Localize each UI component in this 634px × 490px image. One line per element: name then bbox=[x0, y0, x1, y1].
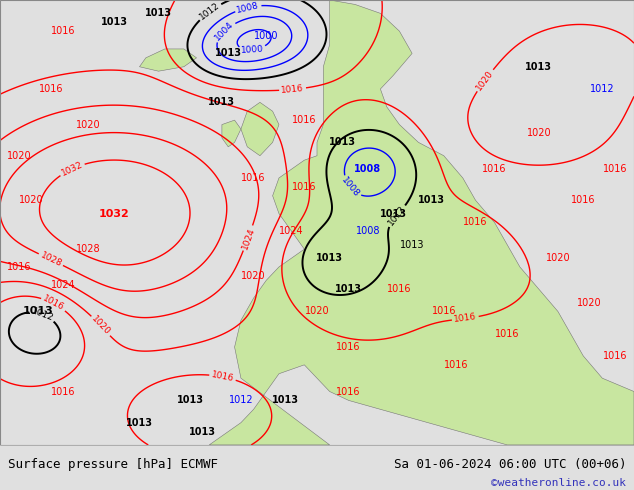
Text: 1008: 1008 bbox=[356, 226, 380, 236]
Text: 1013: 1013 bbox=[329, 137, 356, 147]
Text: 1016: 1016 bbox=[242, 173, 266, 183]
Text: 1028: 1028 bbox=[77, 244, 101, 254]
Text: 1020: 1020 bbox=[578, 297, 602, 308]
Text: 1012: 1012 bbox=[229, 395, 253, 405]
Text: 1016: 1016 bbox=[41, 294, 66, 313]
Text: 1016: 1016 bbox=[453, 313, 477, 324]
Polygon shape bbox=[222, 120, 241, 147]
Text: 1016: 1016 bbox=[444, 360, 469, 370]
Text: 1013: 1013 bbox=[526, 62, 552, 72]
Text: 1013: 1013 bbox=[316, 253, 343, 263]
Text: 1020: 1020 bbox=[475, 69, 495, 92]
Text: 1008: 1008 bbox=[354, 164, 381, 174]
Text: 1013: 1013 bbox=[190, 427, 216, 437]
Text: 1020: 1020 bbox=[7, 151, 31, 161]
Text: 1004: 1004 bbox=[213, 20, 236, 43]
Text: 1020: 1020 bbox=[305, 306, 329, 317]
Text: Surface pressure [hPa] ECMWF: Surface pressure [hPa] ECMWF bbox=[8, 459, 217, 471]
Text: 1020: 1020 bbox=[242, 271, 266, 281]
Text: 1008: 1008 bbox=[339, 176, 361, 199]
Text: 1000: 1000 bbox=[240, 45, 264, 55]
Text: 1012: 1012 bbox=[386, 204, 407, 227]
Text: 1016: 1016 bbox=[39, 84, 63, 94]
Text: 1016: 1016 bbox=[463, 218, 488, 227]
Text: 1016: 1016 bbox=[482, 164, 507, 174]
Text: 1013: 1013 bbox=[126, 417, 153, 428]
Text: 1032: 1032 bbox=[99, 209, 129, 219]
Text: 1024: 1024 bbox=[240, 226, 256, 250]
Text: 1016: 1016 bbox=[337, 387, 361, 396]
Text: 1016: 1016 bbox=[387, 284, 411, 294]
Polygon shape bbox=[241, 102, 279, 156]
Text: ©weatheronline.co.uk: ©weatheronline.co.uk bbox=[491, 478, 626, 488]
Polygon shape bbox=[139, 49, 197, 71]
Text: 1020: 1020 bbox=[77, 120, 101, 129]
Text: 1008: 1008 bbox=[236, 0, 261, 15]
Text: 1016: 1016 bbox=[337, 342, 361, 352]
Text: 1016: 1016 bbox=[281, 84, 304, 95]
Text: 1013: 1013 bbox=[23, 306, 53, 317]
Polygon shape bbox=[209, 0, 634, 445]
Text: 1013: 1013 bbox=[101, 17, 127, 27]
Text: 1028: 1028 bbox=[39, 250, 63, 269]
Text: 1013: 1013 bbox=[215, 49, 242, 58]
Text: 1013: 1013 bbox=[209, 98, 235, 107]
Text: 1016: 1016 bbox=[7, 262, 31, 272]
Text: 1032: 1032 bbox=[60, 160, 84, 178]
Text: 1024: 1024 bbox=[51, 280, 75, 290]
Text: 1020: 1020 bbox=[527, 128, 551, 139]
Text: 1020: 1020 bbox=[89, 315, 112, 337]
Text: 1016: 1016 bbox=[51, 26, 75, 36]
Text: 1012: 1012 bbox=[198, 1, 222, 22]
Text: 1013: 1013 bbox=[145, 8, 172, 18]
Text: 1016: 1016 bbox=[51, 387, 75, 396]
Text: 1013: 1013 bbox=[272, 395, 299, 405]
Text: 1020: 1020 bbox=[546, 253, 570, 263]
Text: 1000: 1000 bbox=[254, 30, 278, 41]
Text: 1012: 1012 bbox=[590, 84, 614, 94]
Text: 1013: 1013 bbox=[418, 195, 444, 205]
Text: 1013: 1013 bbox=[335, 284, 362, 294]
Text: 1020: 1020 bbox=[20, 195, 44, 205]
Text: 1016: 1016 bbox=[603, 164, 627, 174]
Text: 1013: 1013 bbox=[400, 240, 424, 250]
Text: Sa 01-06-2024 06:00 UTC (00+06): Sa 01-06-2024 06:00 UTC (00+06) bbox=[394, 459, 626, 471]
Text: 1016: 1016 bbox=[432, 306, 456, 317]
Text: 1016: 1016 bbox=[292, 115, 316, 125]
Text: 1016: 1016 bbox=[495, 329, 519, 339]
Text: 1024: 1024 bbox=[280, 226, 304, 236]
Text: 1012: 1012 bbox=[30, 306, 55, 323]
Text: 1013: 1013 bbox=[380, 209, 406, 219]
Text: 1016: 1016 bbox=[571, 195, 595, 205]
Text: 1013: 1013 bbox=[177, 395, 204, 405]
Text: 1016: 1016 bbox=[210, 370, 235, 384]
Text: 1016: 1016 bbox=[292, 182, 316, 192]
Text: 1016: 1016 bbox=[603, 351, 627, 361]
